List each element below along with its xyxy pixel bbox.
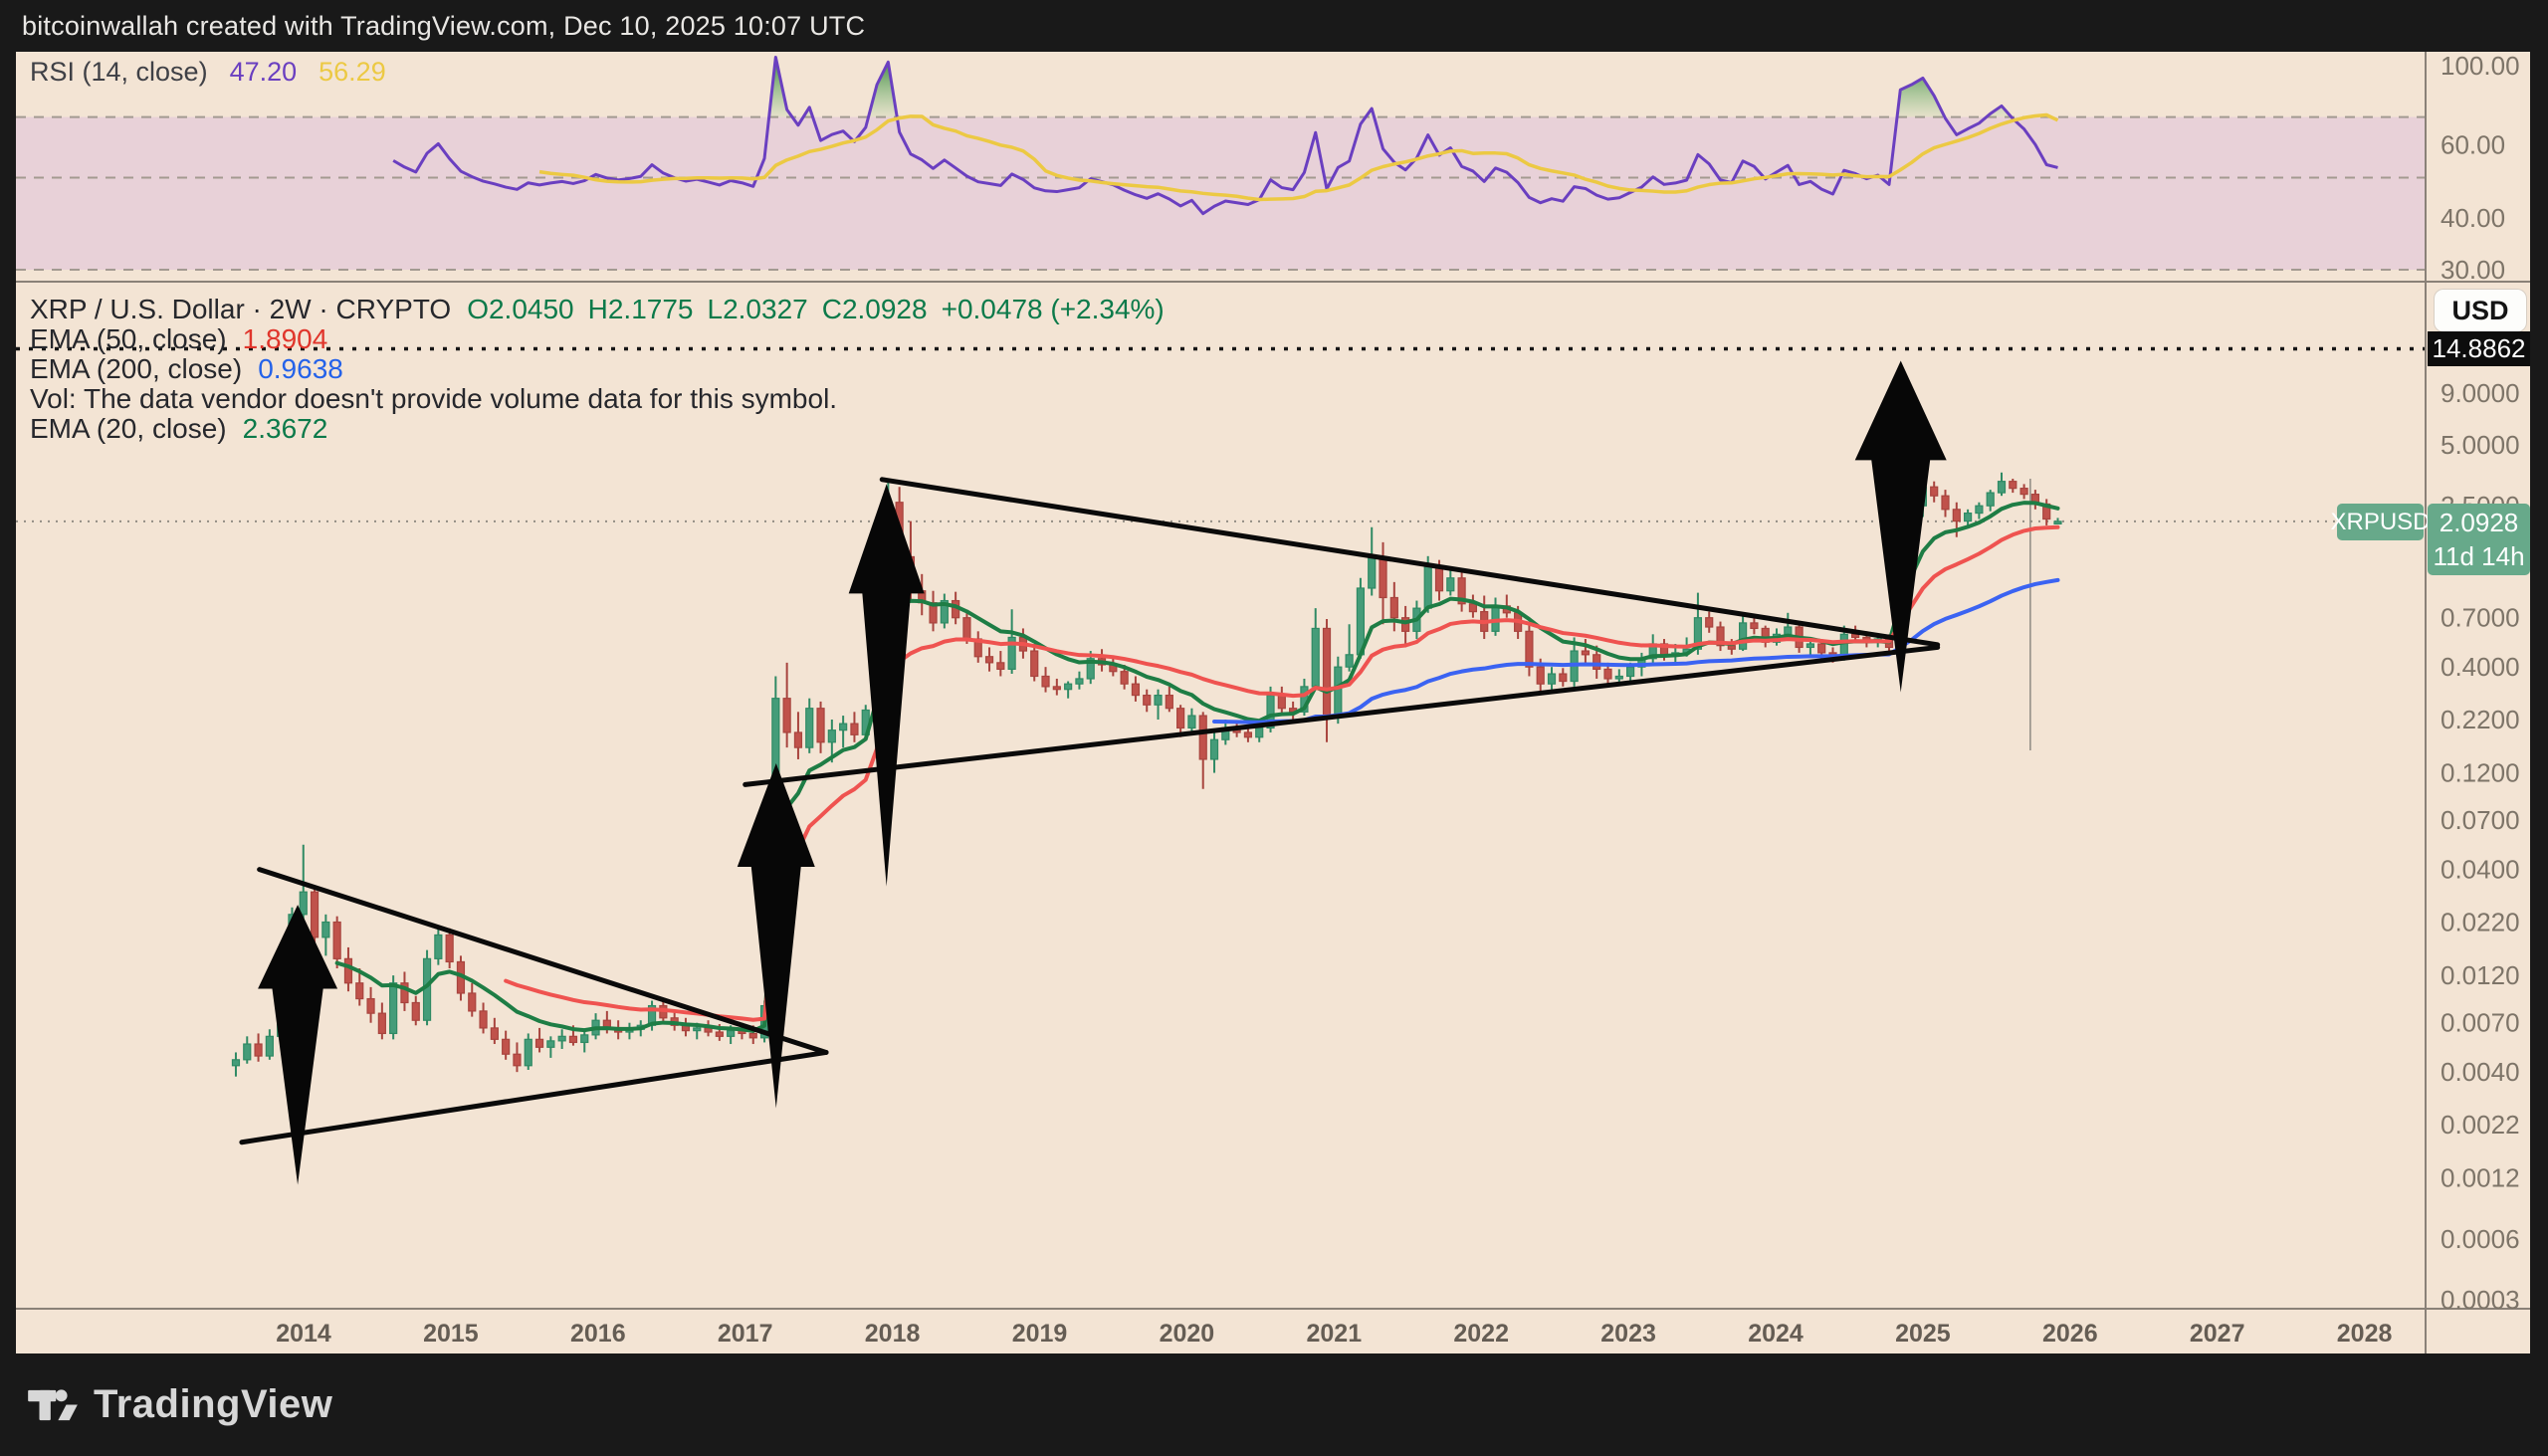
svg-text:0.0220: 0.0220 <box>2441 908 2520 937</box>
svg-text:2019: 2019 <box>1012 1320 1068 1348</box>
rsi-legend-label: RSI (14, close) <box>30 57 208 87</box>
svg-text:2020: 2020 <box>1160 1320 1215 1348</box>
last-price-value: 2.0928 <box>2439 508 2519 537</box>
attribution-text: bitcoinwallah created with TradingView.c… <box>22 10 866 41</box>
svg-text:100.00: 100.00 <box>2441 51 2520 81</box>
close-value: C2.0928 <box>821 293 928 324</box>
svg-text:2027: 2027 <box>2190 1320 2245 1348</box>
svg-text:0.0070: 0.0070 <box>2441 1008 2520 1038</box>
bar-countdown: 11d 14h <box>2433 541 2525 571</box>
high-value: H2.1775 <box>587 293 694 324</box>
svg-text:5.0000: 5.0000 <box>2441 430 2520 460</box>
open-value: O2.0450 <box>467 293 574 324</box>
svg-text:0.0022: 0.0022 <box>2441 1110 2520 1140</box>
symbol-row[interactable]: XRP / U.S. Dollar · 2W · CRYPTO O2.0450 … <box>30 293 1165 325</box>
svg-text:2016: 2016 <box>570 1320 626 1348</box>
main-legend: XRP / U.S. Dollar · 2W · CRYPTO O2.0450 … <box>30 293 1165 444</box>
price-scale[interactable] <box>2426 52 2530 1309</box>
svg-text:0.0700: 0.0700 <box>2441 805 2520 835</box>
indicator-row-ema50[interactable]: EMA (50, close) 1.8904 <box>30 322 1165 354</box>
svg-text:2017: 2017 <box>718 1320 773 1348</box>
indicator-row-ema200[interactable]: EMA (200, close) 0.9638 <box>30 352 1165 384</box>
low-value: L2.0327 <box>707 293 808 324</box>
ema20-label: EMA (20, close) <box>30 412 227 444</box>
svg-text:0.2200: 0.2200 <box>2441 705 2520 734</box>
svg-text:0.0120: 0.0120 <box>2441 960 2520 990</box>
last-price-badge: 2.0928 11d 14h <box>2428 504 2530 575</box>
time-axis[interactable] <box>16 1309 2530 1353</box>
ohlc-values: O2.0450 H2.1775 L2.0327 C2.0928 +0.0478 … <box>467 294 1165 325</box>
svg-text:0.7000: 0.7000 <box>2441 603 2520 633</box>
tradingview-logo-icon[interactable] <box>26 1378 80 1432</box>
svg-text:60.00: 60.00 <box>2441 130 2505 160</box>
indicator-row-ema20[interactable]: EMA (20, close) 2.3672 <box>30 412 1165 444</box>
svg-text:0.0400: 0.0400 <box>2441 855 2520 885</box>
ema200-value: 0.9638 <box>258 352 343 384</box>
rsi-value: 47.20 <box>229 57 298 87</box>
svg-text:30.00: 30.00 <box>2441 255 2505 285</box>
price-line-badge: 14.8862 <box>2428 331 2530 366</box>
svg-text:9.0000: 9.0000 <box>2441 378 2520 408</box>
rsi-legend[interactable]: RSI (14, close) 47.20 56.29 <box>30 57 386 88</box>
ema20-value: 2.3672 <box>242 412 328 444</box>
svg-text:2025: 2025 <box>1895 1320 1951 1348</box>
svg-text:2024: 2024 <box>1748 1320 1804 1348</box>
svg-text:0.0012: 0.0012 <box>2441 1163 2520 1193</box>
svg-text:0.0003: 0.0003 <box>2441 1285 2520 1315</box>
currency-button[interactable]: USD <box>2435 290 2526 331</box>
svg-text:2014: 2014 <box>276 1320 331 1348</box>
svg-text:0.0040: 0.0040 <box>2441 1057 2520 1087</box>
svg-text:2021: 2021 <box>1306 1320 1362 1348</box>
svg-text:2026: 2026 <box>2042 1320 2098 1348</box>
footer-bar: TradingView <box>0 1353 2548 1456</box>
svg-text:2023: 2023 <box>1600 1320 1656 1348</box>
svg-text:0.4000: 0.4000 <box>2441 652 2520 682</box>
indicator-row-vol[interactable]: Vol: The data vendor doesn't provide vol… <box>30 382 1165 414</box>
svg-text:2015: 2015 <box>423 1320 479 1348</box>
svg-text:2028: 2028 <box>2337 1320 2393 1348</box>
svg-text:2022: 2022 <box>1453 1320 1509 1348</box>
attribution-bar: bitcoinwallah created with TradingView.c… <box>0 0 2548 52</box>
change-value: +0.0478 (+2.34%) <box>941 293 1165 324</box>
symbol-title: XRP / U.S. Dollar · 2W · CRYPTO <box>30 293 452 324</box>
svg-text:0.0006: 0.0006 <box>2441 1224 2520 1254</box>
svg-text:0.1200: 0.1200 <box>2441 758 2520 788</box>
svg-text:2018: 2018 <box>865 1320 921 1348</box>
ema200-label: EMA (200, close) <box>30 352 243 384</box>
rsi-ma-value: 56.29 <box>318 57 386 87</box>
ema50-label: EMA (50, close) <box>30 322 227 354</box>
ema50-value: 1.8904 <box>242 322 328 354</box>
vol-label: Vol: The data vendor doesn't provide vol… <box>30 382 838 414</box>
footer-brand: TradingView <box>94 1382 333 1426</box>
svg-text:40.00: 40.00 <box>2441 203 2505 233</box>
symbol-price-label: XRPUSD <box>2330 504 2431 540</box>
